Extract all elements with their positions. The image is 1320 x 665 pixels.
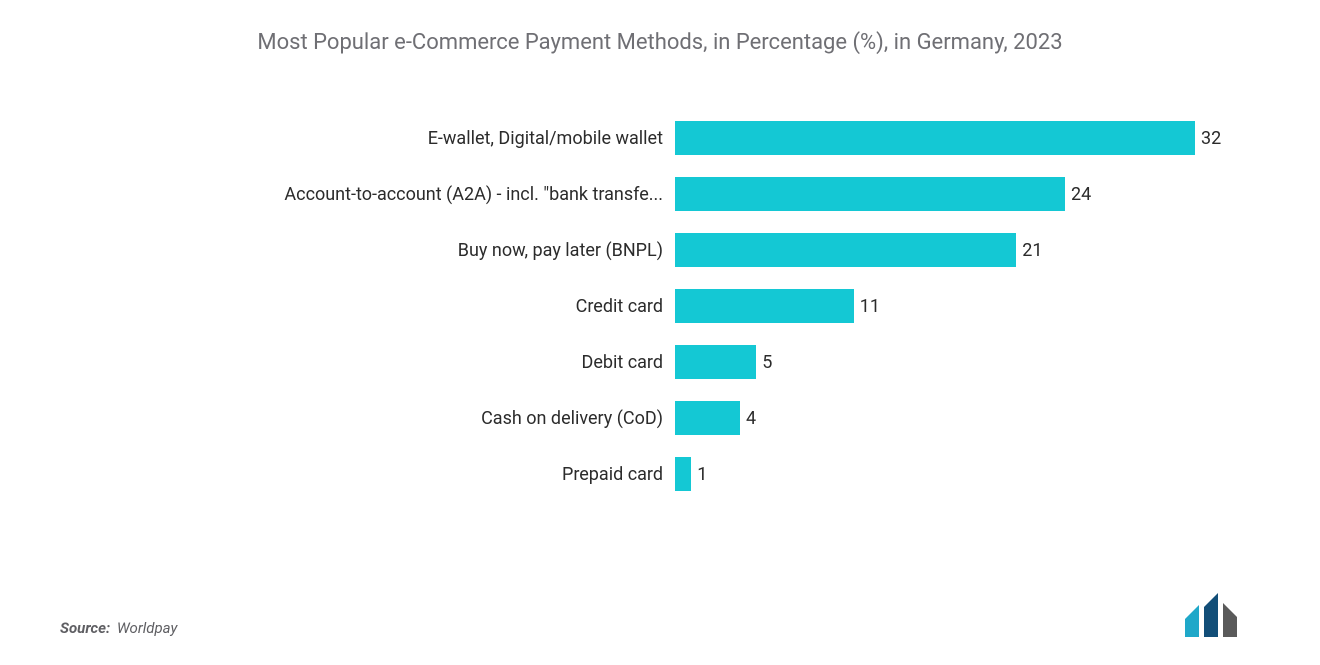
bar-fill: [675, 177, 1065, 211]
bar-label: Prepaid card: [60, 464, 675, 485]
bar-label: Cash on delivery (CoD): [60, 408, 675, 429]
bar-row: E-wallet, Digital/mobile wallet 32: [60, 110, 1260, 166]
brand-logo: [1182, 593, 1260, 645]
bar-value: 5: [762, 352, 772, 373]
bar-row: Buy now, pay later (BNPL) 21: [60, 222, 1260, 278]
bar-track: 32: [675, 121, 1260, 155]
source-label: Source:: [60, 619, 110, 637]
bar-label: Buy now, pay later (BNPL): [60, 240, 675, 261]
bar-label: Credit card: [60, 296, 675, 317]
bar-track: 4: [675, 401, 1260, 435]
bar-value: 24: [1071, 184, 1091, 205]
bar-row: Account-to-account (A2A) - incl. "bank t…: [60, 166, 1260, 222]
bar-fill: [675, 401, 740, 435]
bar-value: 11: [860, 296, 880, 317]
bar-value: 21: [1022, 240, 1042, 261]
bar-row: Prepaid card 1: [60, 446, 1260, 502]
bar-row: Debit card 5: [60, 334, 1260, 390]
bar-track: 24: [675, 177, 1260, 211]
chart-title: Most Popular e-Commerce Payment Methods,…: [60, 30, 1260, 55]
bar-value: 1: [697, 464, 707, 485]
bar-value: 32: [1201, 128, 1221, 149]
source-value: Worldpay: [117, 619, 178, 637]
bar-fill: [675, 345, 756, 379]
bar-label: Account-to-account (A2A) - incl. "bank t…: [60, 184, 675, 205]
bar-track: 21: [675, 233, 1260, 267]
bar-fill: [675, 233, 1016, 267]
bar-track: 5: [675, 345, 1260, 379]
bar-track: 1: [675, 457, 1260, 491]
bar-label: Debit card: [60, 352, 675, 373]
bar-track: 11: [675, 289, 1260, 323]
bar-label: E-wallet, Digital/mobile wallet: [60, 128, 675, 149]
bars-area: E-wallet, Digital/mobile wallet 32 Account…: [60, 110, 1260, 502]
bar-fill: [675, 121, 1195, 155]
bar-row: Cash on delivery (CoD) 4: [60, 390, 1260, 446]
chart-container: Most Popular e-Commerce Payment Methods,…: [0, 0, 1320, 665]
bar-fill: [675, 289, 854, 323]
source-line: Source: Worldpay: [60, 619, 177, 637]
bar-fill: [675, 457, 691, 491]
bar-value: 4: [746, 408, 756, 429]
bar-row: Credit card 11: [60, 278, 1260, 334]
